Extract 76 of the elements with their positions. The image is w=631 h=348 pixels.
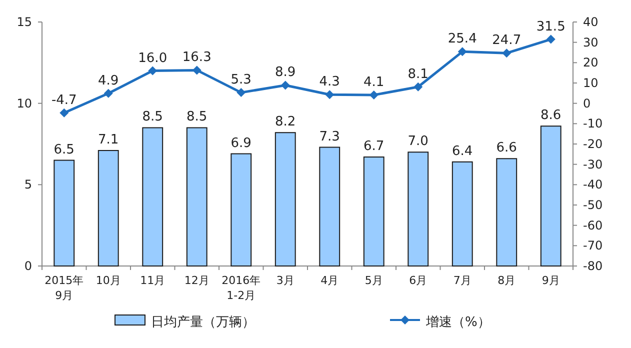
point bbox=[546, 34, 556, 44]
data-label: 5.3 bbox=[230, 72, 252, 88]
y-tick-label: 10 bbox=[16, 96, 32, 110]
data-label: 31.5 bbox=[536, 19, 566, 34]
y2-tick-label: -60 bbox=[583, 218, 603, 232]
x-tick-label: 2015年 9月 bbox=[44, 274, 84, 302]
x-tick-label: 3月 bbox=[276, 274, 294, 287]
bar bbox=[142, 127, 164, 266]
x-tick-label: 12月 bbox=[184, 274, 210, 287]
bar bbox=[230, 153, 252, 266]
x-tick-label: 10月 bbox=[96, 274, 121, 287]
y2-tick-label: -80 bbox=[583, 259, 603, 273]
y2-tick-label: -70 bbox=[583, 238, 603, 253]
bar bbox=[363, 156, 384, 266]
y2-tick-label: -20 bbox=[583, 137, 603, 151]
y2-tick-label: 40 bbox=[583, 15, 598, 29]
data-label: 16.3 bbox=[182, 50, 212, 66]
y2-tick-label: 10 bbox=[583, 76, 598, 90]
legend-label: 日均产量（万辆） bbox=[151, 315, 255, 330]
x-tick-label: 7月 bbox=[453, 274, 472, 287]
y2-tick-label: -10 bbox=[583, 116, 603, 131]
point bbox=[280, 80, 290, 90]
data-label: 4.9 bbox=[98, 73, 119, 88]
bar bbox=[452, 161, 473, 266]
x-tick-label: 2016年 1-2月 bbox=[222, 274, 261, 302]
x-tick-label: 5月 bbox=[364, 274, 383, 287]
point bbox=[60, 108, 69, 118]
bar bbox=[496, 158, 518, 266]
bar bbox=[540, 126, 562, 266]
y2-tick-label: -40 bbox=[583, 178, 603, 192]
data-label: 8.2 bbox=[275, 114, 296, 130]
x-tick-label: 8月 bbox=[498, 274, 516, 287]
x-tick-label: 9月 bbox=[542, 274, 560, 287]
data-label: 6.4 bbox=[452, 144, 473, 159]
data-label: 8.1 bbox=[408, 66, 428, 82]
data-label: 8.6 bbox=[540, 108, 562, 124]
y2-tick-label: 0 bbox=[583, 96, 591, 110]
bar bbox=[408, 152, 429, 266]
legend-label: 增速（%） bbox=[425, 315, 490, 330]
data-label: 8.9 bbox=[275, 65, 296, 80]
data-label: 8.5 bbox=[186, 110, 208, 125]
point bbox=[414, 82, 423, 92]
bar bbox=[186, 127, 208, 266]
bar bbox=[319, 146, 340, 266]
x-tick-label: 4月 bbox=[320, 274, 339, 287]
data-label: -4.7 bbox=[51, 92, 77, 108]
y2-tick-label: -50 bbox=[583, 198, 603, 212]
data-label: 4.1 bbox=[364, 74, 384, 90]
point bbox=[325, 90, 334, 100]
data-label: 7.3 bbox=[319, 129, 340, 144]
data-label: 6.7 bbox=[364, 139, 384, 154]
x-tick-label: 11月 bbox=[140, 274, 166, 287]
y2-tick-label: 20 bbox=[583, 56, 598, 70]
point bbox=[458, 47, 467, 56]
x-tick-label: 6月 bbox=[409, 274, 428, 287]
y-tick-label: 15 bbox=[16, 15, 32, 29]
data-label: 7.0 bbox=[408, 134, 428, 150]
data-label: 7.1 bbox=[98, 132, 119, 148]
point bbox=[502, 48, 512, 58]
y2-tick-label: 30 bbox=[583, 35, 598, 50]
data-label: 4.3 bbox=[319, 74, 340, 90]
data-label: 16.0 bbox=[138, 50, 168, 66]
y2-tick-label: -30 bbox=[583, 157, 603, 172]
data-label: 6.6 bbox=[496, 140, 517, 156]
bar bbox=[274, 132, 296, 266]
y-tick-label: 5 bbox=[24, 178, 32, 192]
point bbox=[104, 88, 113, 98]
data-label: 6.5 bbox=[54, 142, 74, 158]
bar bbox=[54, 160, 75, 266]
data-label: 6.9 bbox=[230, 136, 252, 151]
data-label: 24.7 bbox=[492, 33, 522, 48]
data-label: 25.4 bbox=[448, 32, 477, 47]
y-tick-label: 0 bbox=[24, 259, 32, 273]
bar bbox=[98, 150, 119, 266]
point bbox=[236, 88, 246, 98]
data-label: 8.5 bbox=[142, 110, 163, 125]
